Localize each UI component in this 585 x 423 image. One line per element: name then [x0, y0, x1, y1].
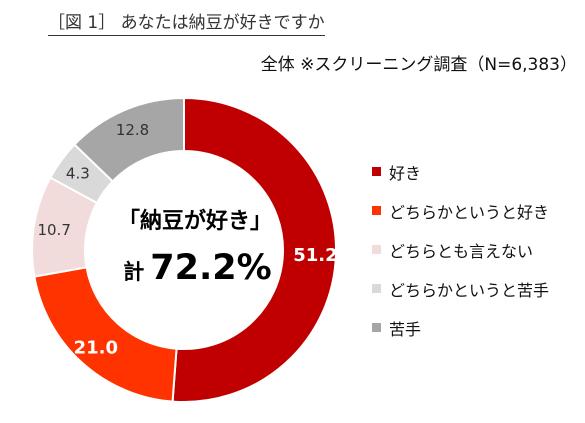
data-label-5: 12.8 — [116, 121, 149, 139]
data-label-1: 51.2 — [293, 245, 337, 266]
legend-item-4: どちらかというと苦手 — [372, 269, 549, 308]
legend-swatch — [372, 206, 381, 215]
center-total-prefix: 計 — [123, 260, 145, 284]
legend-swatch — [372, 323, 381, 332]
chart-title: ［図 1］ あなたは納豆が好きですか — [48, 8, 325, 36]
legend-item-3: どちらとも言えない — [372, 230, 549, 269]
center-total: 計 72.2% — [110, 248, 285, 288]
legend-swatch — [372, 245, 381, 254]
legend-swatch — [372, 167, 381, 176]
legend-item-2: どちらかというと好き — [372, 191, 549, 230]
data-label-4: 4.3 — [66, 164, 90, 182]
legend-label: どちらかというと好き — [389, 202, 550, 222]
donut-slice-1 — [171, 96, 337, 403]
center-total-value: 72.2% — [150, 248, 272, 288]
chart-legend: 好きどちらかというと好き どちらとも言えない どちらかというと苦手 苦手 — [372, 152, 549, 347]
legend-label: 苦手 — [389, 319, 422, 339]
donut-slice-5 — [73, 96, 185, 183]
legend-swatch — [372, 284, 381, 293]
center-headline: 「納豆が好き」 — [117, 209, 272, 234]
legend-label: どちらかというと苦手 — [389, 280, 550, 300]
data-label-3: 10.7 — [37, 221, 70, 239]
chart-subtitle: 全体 ※スクリーニング調査（N=6,383） — [260, 55, 577, 75]
legend-label: どちらとも言えない — [389, 241, 534, 261]
legend-label: 好き — [389, 163, 422, 183]
data-label-2: 21.0 — [74, 338, 118, 359]
legend-item-1: 好き — [372, 152, 549, 191]
legend-item-5: 苦手 — [372, 308, 549, 347]
